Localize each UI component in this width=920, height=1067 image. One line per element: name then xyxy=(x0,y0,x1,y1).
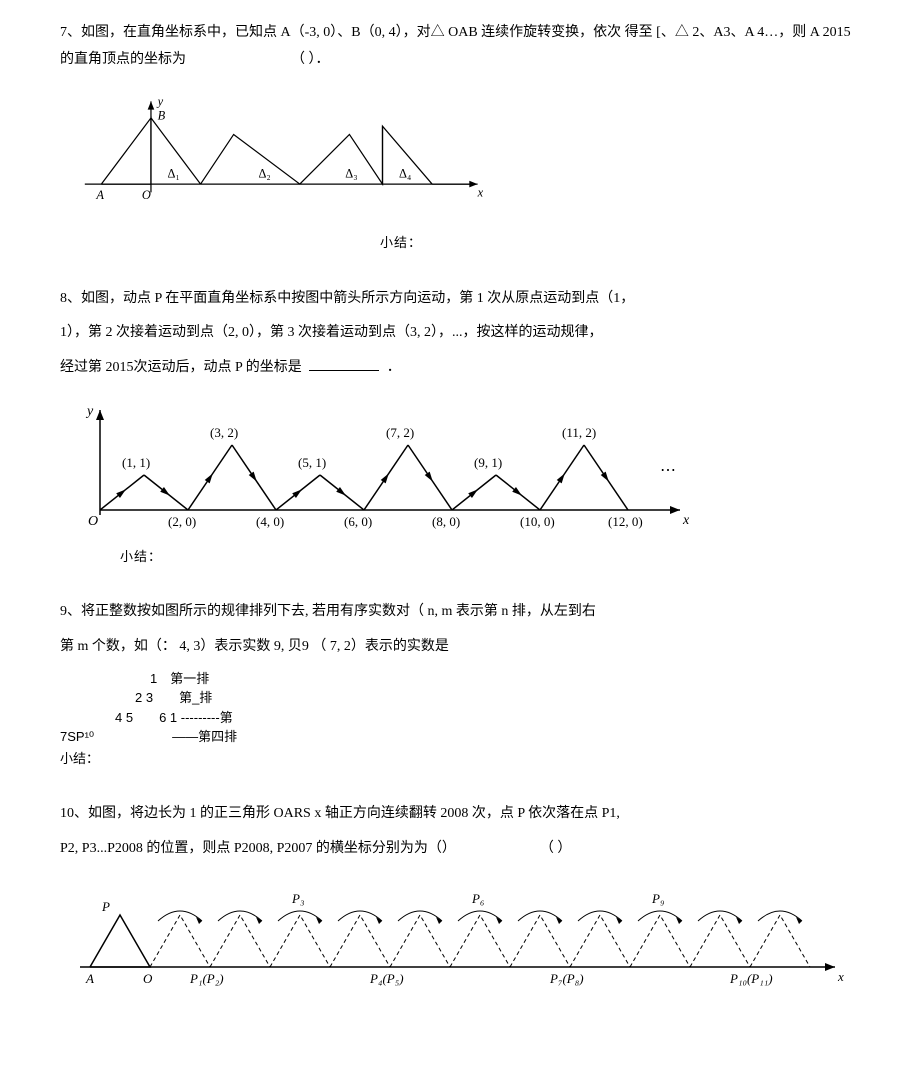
tri-label-2: Δ₂ xyxy=(258,167,270,181)
p10-x: x xyxy=(837,969,844,984)
p8-x: x xyxy=(682,513,690,528)
problem-7: 7、如图，在直角坐标系中，已知点 A（-3, 0）、B（0, 4），对△ OAB… xyxy=(60,20,860,256)
p9-row2: 2 3 第_排 xyxy=(135,688,860,708)
problem-10-figure: x A O P P₃ P₆ P₉ P₁(P₂) P₄(P₅) P₇(P₈) P₁₀(P₁₁… xyxy=(60,887,850,997)
tri-label-1: Δ₁ xyxy=(168,167,180,181)
p9-row3: 4 5 6 1 ---------第 xyxy=(115,708,860,728)
problem-8-figure: O x y (1, 1) (3, 2) (5, 1) (7, 2) (9, 1) (11,… xyxy=(60,390,700,535)
p10-P: P xyxy=(101,899,110,914)
problem-7-summary: 小结： xyxy=(380,231,860,256)
label-O: O xyxy=(142,188,151,202)
p10-O: O xyxy=(143,971,153,986)
problem-8-blank xyxy=(309,370,379,371)
problem-9-line1: 9、将正整数按如图所示的规律排列下去, 若用有序实数对（ n, m 表示第 n … xyxy=(60,599,860,626)
svg-text:(1, 1): (1, 1) xyxy=(122,455,150,470)
problem-8-line1: 8、如图，动点 P 在平面直角坐标系中按图中箭头所示方向运动，第 1 次从原点运… xyxy=(60,286,860,313)
problem-10-line2: P2, P3...P2008 的位置，则点 P2008, P2007 的横坐标分… xyxy=(60,836,860,863)
svg-text:P₃: P₃ xyxy=(291,891,304,906)
problem-8-line3-suffix: ． xyxy=(387,360,401,375)
p8-O: O xyxy=(88,514,98,529)
problem-9: 9、将正整数按如图所示的规律排列下去, 若用有序实数对（ n, m 表示第 n … xyxy=(60,599,860,771)
p10-A: A xyxy=(85,971,94,986)
svg-text:P₁(P₂): P₁(P₂) xyxy=(189,971,224,986)
problem-8: 8、如图，动点 P 在平面直角坐标系中按图中箭头所示方向运动，第 1 次从原点运… xyxy=(60,286,860,569)
svg-text:(8, 0): (8, 0) xyxy=(432,514,460,529)
svg-text:P₇(P₈): P₇(P₈) xyxy=(549,971,584,986)
x-label: x xyxy=(477,186,484,200)
svg-text:P₆: P₆ xyxy=(471,891,484,906)
problem-9-summary: 小结： xyxy=(60,747,860,772)
svg-text:P₉: P₉ xyxy=(651,891,664,906)
tri-label-4: Δ₄ xyxy=(399,167,411,181)
svg-text:(10, 0): (10, 0) xyxy=(520,514,555,529)
tri-label-3: Δ₃ xyxy=(345,167,357,181)
svg-text:(3, 2): (3, 2) xyxy=(210,425,238,440)
p9-row1: 1 第一排 xyxy=(150,669,860,689)
problem-8-summary: 小结： xyxy=(120,545,860,570)
svg-text:(2, 0): (2, 0) xyxy=(168,514,196,529)
p8-y: y xyxy=(85,404,94,419)
svg-text:(5, 1): (5, 1) xyxy=(298,455,326,470)
svg-text:(11, 2): (11, 2) xyxy=(562,425,596,440)
svg-text:(4, 0): (4, 0) xyxy=(256,514,284,529)
svg-text:P₄(P₅): P₄(P₅) xyxy=(369,971,404,986)
problem-8-line3: 经过第 2015次运动后，动点 P 的坐标是 ． xyxy=(60,355,860,382)
p8-dots: ⋯ xyxy=(660,462,676,479)
svg-text:(7, 2): (7, 2) xyxy=(386,425,414,440)
problem-10: 10、如图，将边长为 1 的正三角形 OARS x 轴正方向连续翻转 2008 … xyxy=(60,801,860,997)
problem-8-line2: 1），第 2 次接着运动到点（2, 0），第 3 次接着运动到点（3, 2），.… xyxy=(60,320,860,347)
problem-7-figure: y x A O B Δ₁ Δ₂ Δ₃ Δ₄ xyxy=(60,81,490,221)
problem-10-line1: 10、如图，将边长为 1 的正三角形 OARS x 轴正方向连续翻转 2008 … xyxy=(60,801,860,828)
p9-row4: 7SP¹⁰ ——第四排 xyxy=(60,727,860,747)
problem-9-line2: 第 m 个数，如（： 4, 3）表示实数 9, 贝9 （ 7, 2）表示的实数是 xyxy=(60,634,860,661)
label-B: B xyxy=(158,109,166,123)
label-A: A xyxy=(95,188,104,202)
problem-8-line3-prefix: 经过第 2015次运动后，动点 P 的坐标是 xyxy=(60,360,302,375)
problem-7-text: 7、如图，在直角坐标系中，已知点 A（-3, 0）、B（0, 4），对△ OAB… xyxy=(60,20,860,73)
svg-text:(12, 0): (12, 0) xyxy=(608,514,643,529)
svg-text:(6, 0): (6, 0) xyxy=(344,514,372,529)
svg-text:(9, 1): (9, 1) xyxy=(474,455,502,470)
svg-text:P₁₀(P₁₁): P₁₀(P₁₁) xyxy=(729,971,773,986)
y-label: y xyxy=(156,95,164,109)
